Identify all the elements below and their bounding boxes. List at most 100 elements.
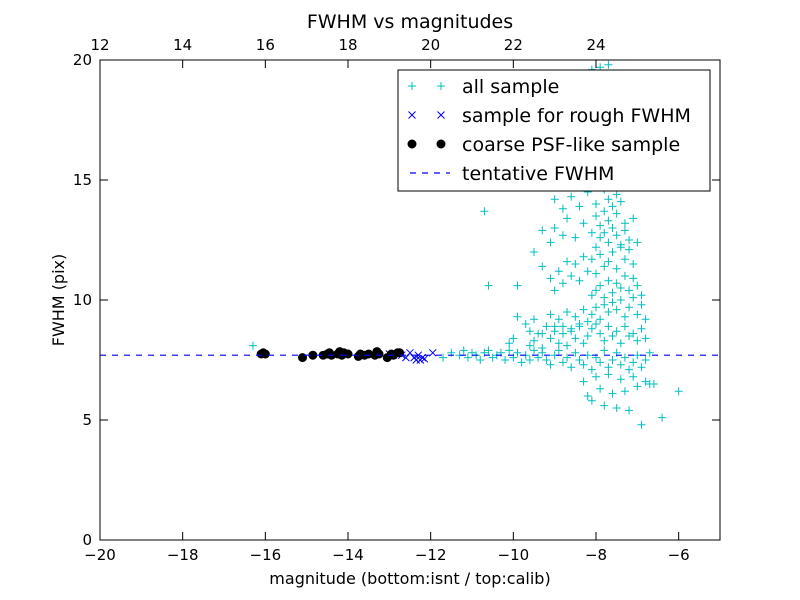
- data-point-all-sample: [592, 372, 600, 381]
- data-point-all-sample: [546, 310, 555, 319]
- data-point-all-sample: [587, 310, 596, 319]
- data-point-all-sample: [575, 320, 584, 328]
- data-point-all-sample: [596, 250, 605, 259]
- legend-swatch: [437, 82, 445, 90]
- data-point-all-sample: [587, 365, 596, 374]
- data-point-all-sample: [625, 406, 634, 415]
- data-point-all-sample: [604, 257, 613, 266]
- data-point-all-sample: [480, 207, 489, 216]
- x-tick-label: −18: [167, 546, 199, 564]
- data-point-all-sample: [604, 60, 613, 69]
- data-point-all-sample: [542, 356, 551, 364]
- x-tick-label: −12: [415, 546, 447, 564]
- legend-swatch: [408, 111, 416, 119]
- data-point-all-sample: [571, 312, 580, 321]
- data-point-all-sample: [463, 353, 472, 362]
- data-point-all-sample: [604, 370, 613, 379]
- data-point-all-sample: [625, 303, 634, 312]
- data-point-all-sample: [629, 358, 638, 367]
- data-point-all-sample: [600, 336, 609, 345]
- x-tick-label: −14: [332, 546, 364, 564]
- data-point-all-sample: [509, 334, 518, 343]
- data-point-all-sample: [629, 274, 638, 283]
- data-point-all-sample: [592, 212, 600, 220]
- data-point-all-sample: [488, 353, 497, 362]
- data-point-all-sample: [558, 231, 567, 240]
- data-point-all-sample: [550, 195, 559, 204]
- data-point-all-sample: [641, 334, 650, 343]
- data-point-all-sample: [571, 233, 580, 242]
- data-point-all-sample: [620, 387, 629, 396]
- data-point-all-sample: [567, 272, 576, 280]
- data-point-all-sample: [645, 348, 654, 357]
- data-point-all-sample: [459, 346, 468, 355]
- data-point-all-sample: [600, 207, 609, 216]
- data-point-all-sample: [629, 293, 638, 302]
- data-point-all-sample: [558, 358, 567, 367]
- data-point-all-sample: [554, 339, 563, 348]
- data-point-all-sample: [612, 231, 621, 240]
- data-point-all-sample: [505, 339, 514, 348]
- legend: all sample sample for rough FWHM coarse PS…: [397, 69, 711, 192]
- data-point-all-sample: [583, 392, 592, 400]
- data-point-all-sample: [641, 315, 650, 324]
- data-point-all-sample: [637, 324, 646, 333]
- data-point-all-sample: [587, 324, 596, 333]
- data-point-all-sample: [596, 358, 605, 367]
- top-tick-label: 12: [90, 36, 109, 54]
- legend-label: tentative FWHM: [462, 163, 614, 185]
- data-point-all-sample: [583, 332, 592, 340]
- data-point-all-sample: [674, 387, 683, 396]
- data-point-all-sample: [616, 296, 625, 304]
- data-point-all-sample: [608, 389, 617, 398]
- data-point-all-sample: [637, 363, 646, 372]
- data-point-all-sample: [579, 339, 588, 348]
- data-point-all-sample: [616, 197, 625, 206]
- data-point-all-sample: [583, 317, 592, 326]
- data-point-all-sample: [608, 248, 617, 256]
- data-point-all-sample: [612, 305, 621, 314]
- data-point-all-sample: [530, 346, 538, 355]
- data-point-all-sample: [596, 329, 605, 338]
- data-point-all-sample: [592, 303, 600, 312]
- data-point-all-sample: [592, 243, 600, 252]
- data-point-all-sample: [641, 377, 650, 386]
- data-point-all-sample: [633, 238, 642, 247]
- data-point-all-sample: [546, 274, 555, 283]
- data-point-all-sample: [558, 279, 567, 288]
- data-point-all-sample: [542, 322, 551, 331]
- data-point-all-sample: [633, 382, 642, 391]
- data-point-all-sample: [538, 262, 547, 271]
- x-axis-label: magnitude (bottom:isnt / top:calib): [269, 569, 550, 588]
- data-point-all-sample: [513, 348, 522, 357]
- data-point-all-sample: [633, 336, 642, 345]
- data-point-all-sample: [501, 356, 510, 364]
- data-point-all-sample: [575, 276, 584, 285]
- data-point-all-sample: [620, 226, 629, 235]
- data-point-all-sample: [538, 329, 547, 338]
- data-point-all-sample: [525, 356, 534, 364]
- x-tick-label: −8: [585, 546, 607, 564]
- data-point-all-sample: [658, 413, 667, 422]
- data-point-all-sample: [620, 272, 629, 280]
- data-point-all-sample: [604, 216, 613, 225]
- legend-item-tentative-fwhm: tentative FWHM: [410, 163, 614, 185]
- data-point-all-sample: [604, 322, 613, 331]
- top-tick-label: 14: [173, 36, 192, 54]
- data-point-all-sample: [538, 344, 547, 352]
- y-tick-label: 0: [82, 531, 92, 549]
- top-tick-label: 16: [256, 36, 275, 54]
- data-point-all-sample: [550, 286, 559, 295]
- legend-swatch: [437, 111, 445, 119]
- data-point-all-sample: [604, 308, 613, 316]
- data-point-all-sample: [534, 353, 543, 362]
- data-point-all-sample: [596, 221, 605, 230]
- data-point-all-sample: [625, 365, 634, 374]
- data-point-all-sample: [612, 264, 621, 273]
- legend-swatch: [436, 139, 446, 149]
- data-point-all-sample: [484, 281, 493, 290]
- data-point-all-sample: [554, 315, 563, 324]
- data-point-all-sample: [629, 260, 638, 268]
- data-point-all-sample: [567, 324, 576, 333]
